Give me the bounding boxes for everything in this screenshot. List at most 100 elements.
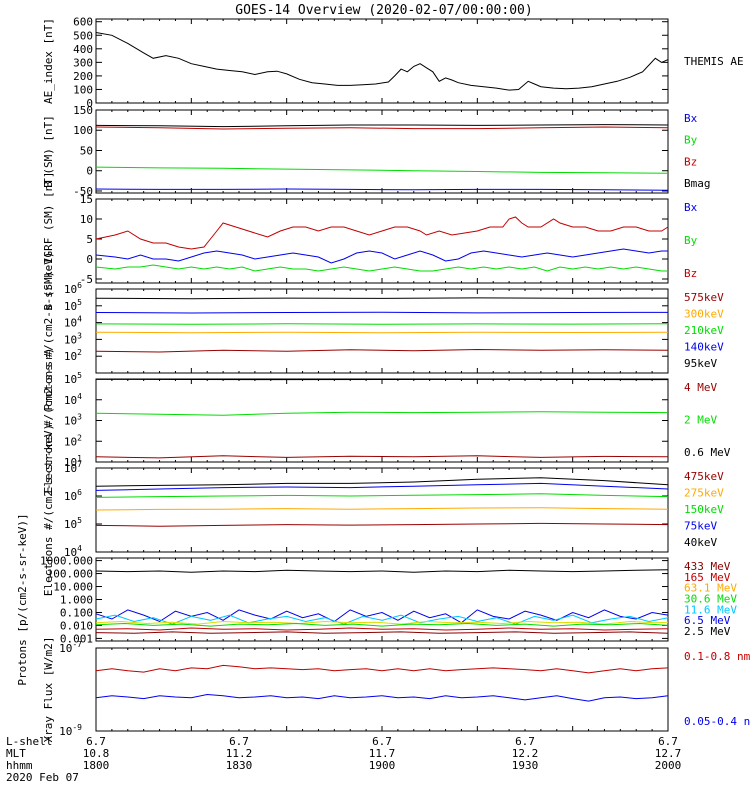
figure-title: GOES-14 Overview (2020-02-07/00:00:00)	[235, 3, 532, 18]
legend-label: THEMIS AE	[684, 55, 744, 68]
series-line-protons_mev-1	[96, 610, 668, 623]
footer-row-label: 2020 Feb 07	[6, 771, 79, 784]
y-tick-label: 106	[64, 281, 82, 296]
series-line-bsm-1	[96, 127, 668, 129]
series-line-electrons_kev-3	[96, 508, 668, 510]
y-tick-label: 100	[73, 83, 93, 96]
series-line-electrons_kev-2	[96, 494, 668, 498]
series-line-protons_hi-1	[96, 312, 668, 313]
series-line-protons_mev-4	[96, 624, 668, 627]
panel-frame	[96, 110, 668, 193]
y-tick-label: 50	[80, 144, 93, 157]
series-line-electrons_mev-1	[96, 412, 668, 416]
legend-label: 95keV	[684, 357, 717, 370]
legend-label: 210keV	[684, 324, 724, 337]
legend-label: 2.5 MeV	[684, 625, 731, 638]
panel-frame	[96, 379, 668, 462]
legend-label: Bmag	[684, 177, 711, 190]
series-line-bsm-0	[96, 125, 668, 127]
series-line-bsm-3	[96, 189, 668, 190]
series-line-protons_hi-3	[96, 332, 668, 333]
legend-label: By	[684, 134, 698, 147]
series-line-protons_mev-6	[96, 632, 668, 633]
panel-frame	[96, 648, 668, 731]
panel-protons_mev: 0.0010.0100.1001.00010.000100.0001000.00…	[16, 513, 737, 685]
y-tick-label: 104	[64, 315, 82, 330]
y-tick-label: 400	[73, 43, 93, 56]
y-tick-label: 103	[64, 331, 82, 346]
y-tick-label: 103	[64, 413, 82, 428]
y-tick-label: 600	[73, 16, 93, 29]
legend-label: By	[684, 234, 698, 247]
legend-label: 275keV	[684, 487, 724, 500]
y-tick-label: 105	[64, 516, 82, 531]
y-tick-label: 10.000	[53, 581, 93, 594]
legend-label: 0.6 MeV	[684, 446, 731, 459]
footer-tick-hhmm: 2000	[655, 759, 682, 772]
y-tick-label: 0	[86, 253, 93, 266]
series-line-electrons_kev-4	[96, 523, 668, 526]
footer-tick-hhmm: 1800	[83, 759, 110, 772]
legend-label: 75keV	[684, 520, 717, 533]
y-tick-label: 100.000	[47, 568, 93, 581]
y-tick-label: 104	[64, 392, 82, 407]
panel-frame	[96, 468, 668, 552]
legend-label: Bz	[684, 267, 697, 280]
y-tick-label: 10-7	[59, 640, 82, 655]
series-line-protons_mev-0	[96, 570, 668, 573]
legend-label: Bx	[684, 201, 698, 214]
series-line-bsm-2	[96, 167, 668, 173]
legend-label: 0.05-0.4 nm	[684, 715, 750, 728]
legend-label: 140keV	[684, 341, 724, 354]
y-tick-label: 300	[73, 56, 93, 69]
legend-label: 150keV	[684, 503, 724, 516]
footer-tick-hhmm: 1930	[512, 759, 539, 772]
y-axis-label: Protons [p/(cm2-s-sr-keV)]	[16, 513, 29, 685]
legend-label: Bx	[684, 112, 698, 125]
y-tick-label: 1000.000	[40, 555, 93, 568]
y-tick-label: 500	[73, 29, 93, 42]
series-line-protons_hi-0	[96, 298, 668, 299]
series-line-protons_hi-2	[96, 324, 668, 325]
panel-frame	[96, 199, 668, 283]
y-tick-label: 1.000	[60, 594, 93, 607]
footer-tick-hhmm: 1900	[369, 759, 396, 772]
legend-label: 2 MeV	[684, 414, 717, 427]
legend-label: 475keV	[684, 470, 724, 483]
y-tick-label: 5	[86, 233, 93, 246]
series-line-bdiff-1	[96, 249, 668, 263]
y-tick-label: 10	[80, 213, 93, 226]
series-line-bdiff-2	[96, 265, 668, 271]
legend-label: 40keV	[684, 536, 717, 549]
series-line-xray-1	[96, 695, 668, 702]
legend-label: 4 MeV	[684, 381, 717, 394]
y-tick-label: 106	[64, 488, 82, 503]
y-tick-label: 0.100	[60, 606, 93, 619]
series-line-bdiff-0	[96, 217, 668, 249]
y-tick-label: 102	[64, 433, 82, 448]
series-line-electrons_kev-1	[96, 483, 668, 490]
legend-label: 0.1-0.8 nm	[684, 650, 750, 663]
y-tick-label: 105	[64, 371, 82, 386]
series-line-ae-0	[96, 33, 668, 91]
y-tick-label: 15	[80, 193, 93, 206]
y-tick-label: 100	[73, 124, 93, 137]
y-tick-label: 0.010	[60, 619, 93, 632]
series-line-xray-0	[96, 665, 668, 673]
legend-label: Bz	[684, 155, 697, 168]
series-line-protons_hi-4	[96, 350, 668, 353]
y-tick-label: 105	[64, 298, 82, 313]
y-tick-label: 0	[86, 165, 93, 178]
series-line-protons_mev-5	[96, 628, 668, 630]
y-tick-label: 150	[73, 104, 93, 117]
y-axis-label: AE_index [nT]	[42, 18, 55, 104]
